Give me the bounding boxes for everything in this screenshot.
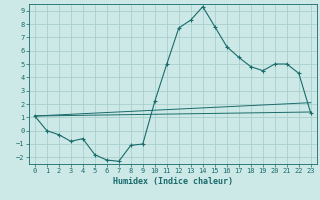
X-axis label: Humidex (Indice chaleur): Humidex (Indice chaleur) <box>113 177 233 186</box>
